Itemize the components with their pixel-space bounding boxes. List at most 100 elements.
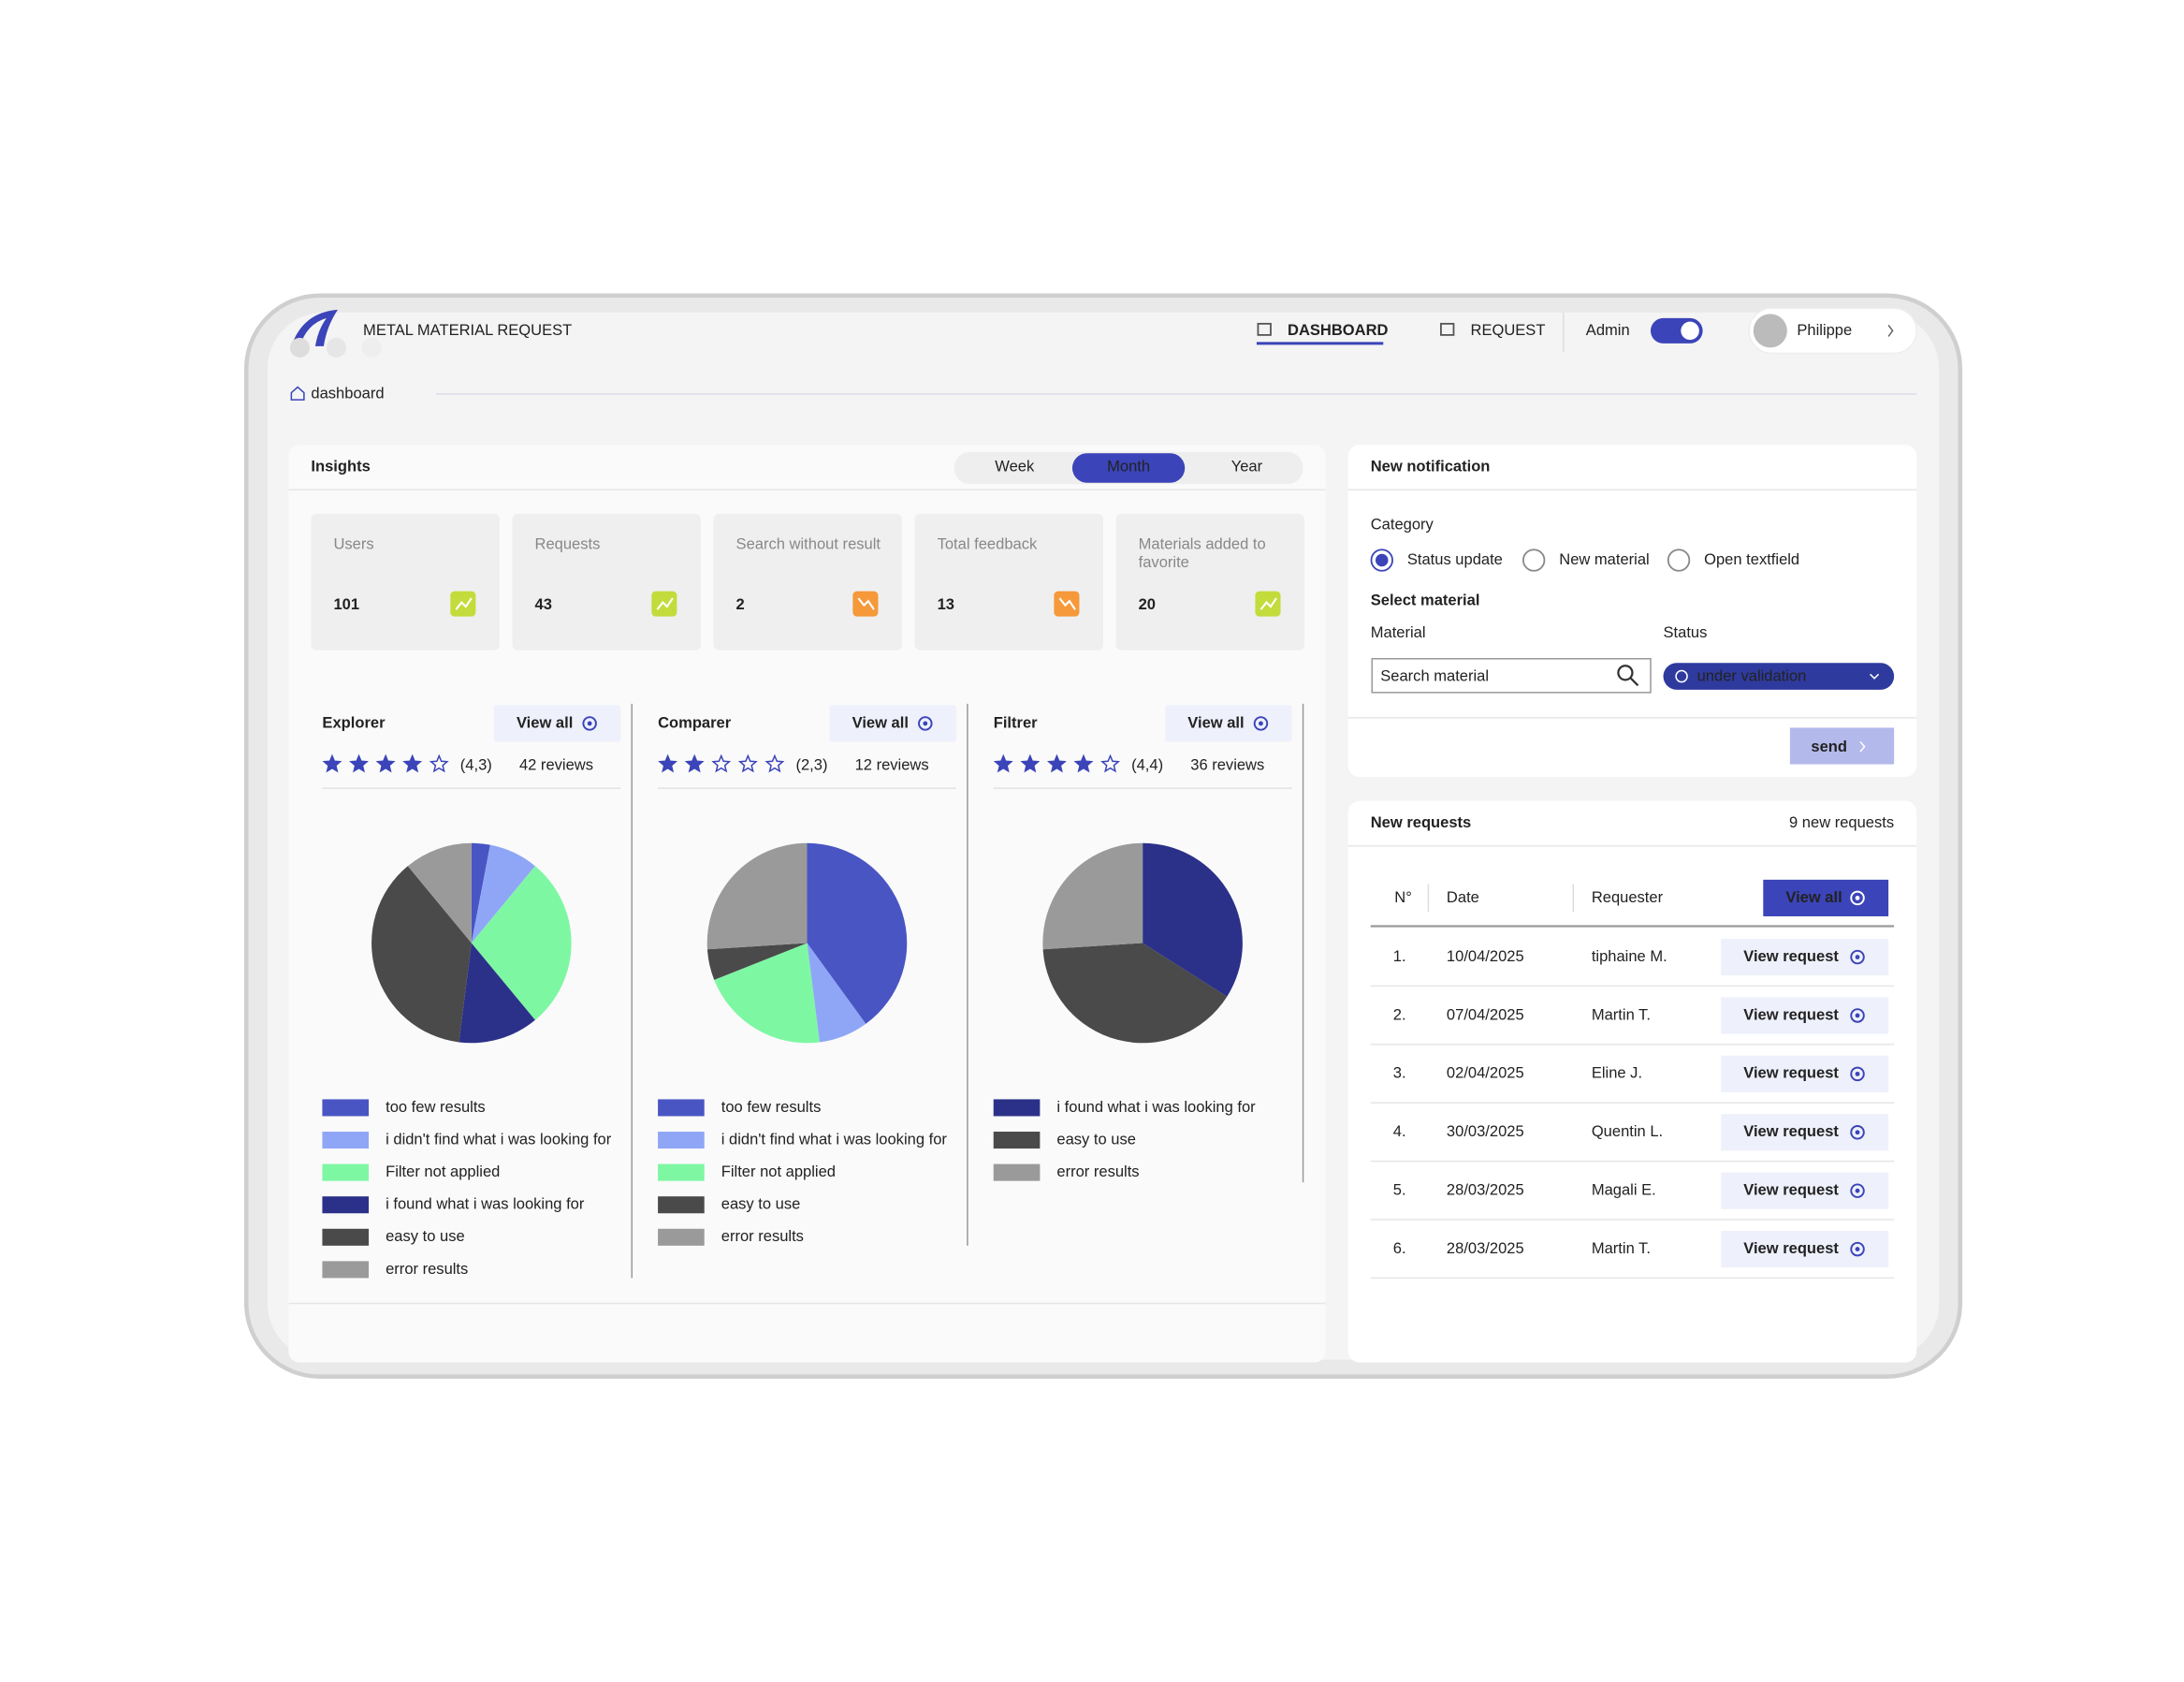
row-requester: Eline J. (1592, 1064, 1642, 1082)
view-all-button[interactable] (1763, 879, 1889, 916)
row-date: 02/04/2025 (1447, 1064, 1524, 1082)
view-all-button[interactable] (829, 705, 956, 742)
trend-arrow (656, 597, 674, 610)
rating: (4,3) (460, 755, 492, 773)
row-number: 5. (1393, 1181, 1406, 1199)
radio-label: Status update (1407, 550, 1503, 568)
period-option[interactable]: Week (995, 458, 1035, 475)
legend-swatch (993, 1099, 1041, 1117)
eye-icon (1855, 1071, 1860, 1076)
legend-label: error results (1056, 1163, 1139, 1180)
eye-icon (918, 716, 933, 731)
review-count: 36 reviews (1190, 755, 1264, 773)
view-request-button[interactable] (1721, 1055, 1889, 1092)
legend-swatch (322, 1132, 370, 1149)
row-date: 28/03/2025 (1447, 1181, 1524, 1199)
eye-icon (1850, 890, 1865, 906)
pie-slice (807, 842, 908, 1024)
notification-card (1347, 445, 1917, 778)
eye-icon (1855, 1188, 1860, 1193)
logo-dot (326, 337, 347, 358)
breadcrumb-link[interactable]: dashboard (311, 384, 384, 402)
legend-label: too few results (386, 1098, 486, 1116)
stat-value: 13 (938, 595, 954, 613)
view-all-label: View all (852, 713, 909, 731)
search-icon (1617, 665, 1634, 681)
eye-icon (1850, 1008, 1865, 1023)
trend-arrow (455, 597, 473, 610)
row-date: 28/03/2025 (1447, 1239, 1524, 1257)
radio-label: Open textfield (1704, 550, 1799, 568)
view-request-label: View request (1743, 1181, 1839, 1199)
stat-value: 2 (736, 595, 745, 613)
stat-label: Requests (534, 535, 601, 553)
view-request-button[interactable] (1721, 1231, 1889, 1268)
legend-swatch (993, 1163, 1041, 1181)
period-option[interactable]: Year (1231, 458, 1263, 475)
eye-icon (1855, 1013, 1860, 1018)
nav-icon (1440, 322, 1455, 336)
stat-label-box: Materials added to favorite (1138, 535, 1266, 572)
panel-title: Filtrer (994, 713, 1038, 731)
legend-swatch (993, 1132, 1041, 1149)
pie-slice (407, 842, 472, 943)
status-icon (1675, 669, 1688, 683)
eye-icon (1855, 895, 1860, 900)
period-option[interactable]: Month (1107, 458, 1150, 475)
stat-value: 20 (1139, 595, 1156, 613)
star (1046, 753, 1067, 773)
status-select[interactable] (1663, 663, 1895, 690)
eye-icon (587, 721, 592, 726)
panel-title: Explorer (322, 713, 386, 731)
stat-card (713, 513, 902, 651)
eye-icon (1253, 716, 1269, 731)
eye-icon (1855, 1130, 1860, 1135)
pie-slice (714, 943, 820, 1044)
row-requester: Martin T. (1592, 1005, 1651, 1023)
logo-dot (289, 337, 310, 358)
user-pill[interactable] (1748, 307, 1917, 355)
star (1073, 753, 1094, 773)
radio[interactable] (1522, 548, 1546, 572)
chevron (1870, 673, 1880, 680)
status-value: under validation (1697, 667, 1807, 685)
nav-link[interactable]: DASHBOARD (1288, 321, 1389, 339)
view-all-label: View all (1187, 713, 1244, 731)
view-all-button[interactable] (493, 705, 621, 742)
radio-dot (1376, 553, 1389, 567)
send-button[interactable] (1789, 727, 1895, 765)
star (684, 753, 705, 773)
pie-slice (1143, 842, 1243, 997)
legend-label: i didn't find what i was looking for (386, 1130, 612, 1148)
pie-slice (1042, 842, 1143, 950)
stat-label: Users (333, 535, 374, 553)
star (737, 753, 758, 773)
column-header: Requester (1592, 888, 1664, 906)
row-requester: Magali E. (1592, 1181, 1656, 1199)
row-number: 6. (1393, 1239, 1406, 1257)
eye-icon (1850, 1125, 1865, 1140)
view-request-button[interactable] (1721, 939, 1889, 976)
chevron (1859, 740, 1866, 753)
star (1020, 753, 1041, 773)
stat-label: Materials added to favorite (1138, 535, 1266, 572)
star (1100, 753, 1121, 773)
view-request-button[interactable] (1721, 1172, 1889, 1209)
view-all-button[interactable] (1165, 705, 1292, 742)
view-request-label: View request (1743, 1239, 1839, 1257)
nav-link[interactable]: REQUEST (1471, 321, 1546, 339)
column-header: N° (1394, 888, 1412, 906)
legend-label: easy to use (386, 1227, 465, 1245)
stat-card (311, 513, 500, 651)
card-title: New requests (1371, 813, 1472, 831)
view-request-button[interactable] (1721, 997, 1889, 1034)
legend-swatch (322, 1196, 370, 1214)
row-requester: Martin T. (1592, 1239, 1651, 1257)
search-input[interactable] (1371, 658, 1652, 694)
radio[interactable] (1667, 548, 1691, 572)
chevron (1887, 324, 1894, 337)
view-request-button[interactable] (1721, 1114, 1889, 1151)
legend-swatch (322, 1228, 370, 1246)
